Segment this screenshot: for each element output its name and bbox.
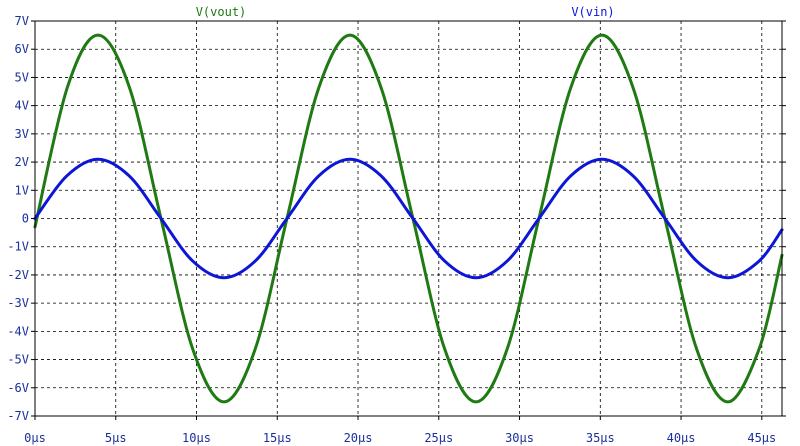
y-tick-label-14: -7V [7,409,29,423]
x-tick-label-4: 20µs [344,431,373,445]
y-tick-label-4: 3V [15,127,29,141]
x-tick-label-2: 10µs [182,431,211,445]
y-tick-label-10: -3V [7,296,29,310]
x-tick-label-3: 15µs [263,431,292,445]
y-tick-label-13: -6V [7,381,29,395]
y-tick-label-8: -1V [7,240,29,254]
x-tick-label-9: 45µs [747,431,776,445]
series-line-v-vin [33,157,784,280]
y-tick-label-5: 2V [15,155,29,169]
y-tick-label-2: 5V [15,70,29,84]
x-tick-label-8: 40µs [667,431,696,445]
grid-lines [35,21,782,416]
y-tick-label-12: -5V [7,353,29,367]
x-tick-label-0: 0µs [24,431,46,445]
x-tick-label-1: 5µs [105,431,127,445]
y-tick-label-11: -4V [7,324,29,338]
y-tick-label-7: 0 [22,212,29,226]
series-layer [33,33,784,404]
y-tick-label-6: 1V [15,183,29,197]
x-tick-label-7: 35µs [586,431,615,445]
legend-label-v-vin: V(vin) [571,5,614,19]
x-axis-ticks: 0µs 5µs 10µs 15µs 20µs 25µs 30µs 35µs 40µs 45µs [24,416,776,445]
x-tick-label-5: 25µs [424,431,453,445]
x-tick-label-6: 30µs [505,431,534,445]
y-tick-label-0: 7V [15,14,29,28]
y-axis-ticks: 7V 6V 5V 4V 3V 2V 1V 0 -1V -2V -3V -4V -5V -6V -7V [7,14,786,423]
legend: V(vout) V(vin) [196,5,615,19]
y-tick-label-1: 6V [15,42,29,56]
legend-label-v-vout: V(vout) [196,5,247,19]
y-tick-label-3: 4V [15,99,29,113]
y-tick-label-9: -2V [7,268,29,282]
